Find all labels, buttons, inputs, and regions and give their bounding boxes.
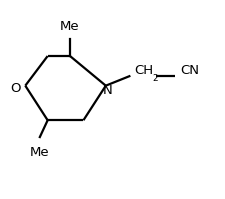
Text: O: O xyxy=(10,82,20,95)
Text: 2: 2 xyxy=(153,74,158,83)
Text: CN: CN xyxy=(180,64,199,77)
Text: Me: Me xyxy=(60,20,80,33)
Text: CH: CH xyxy=(134,64,153,77)
Text: Me: Me xyxy=(30,146,50,159)
Text: N: N xyxy=(102,84,112,97)
